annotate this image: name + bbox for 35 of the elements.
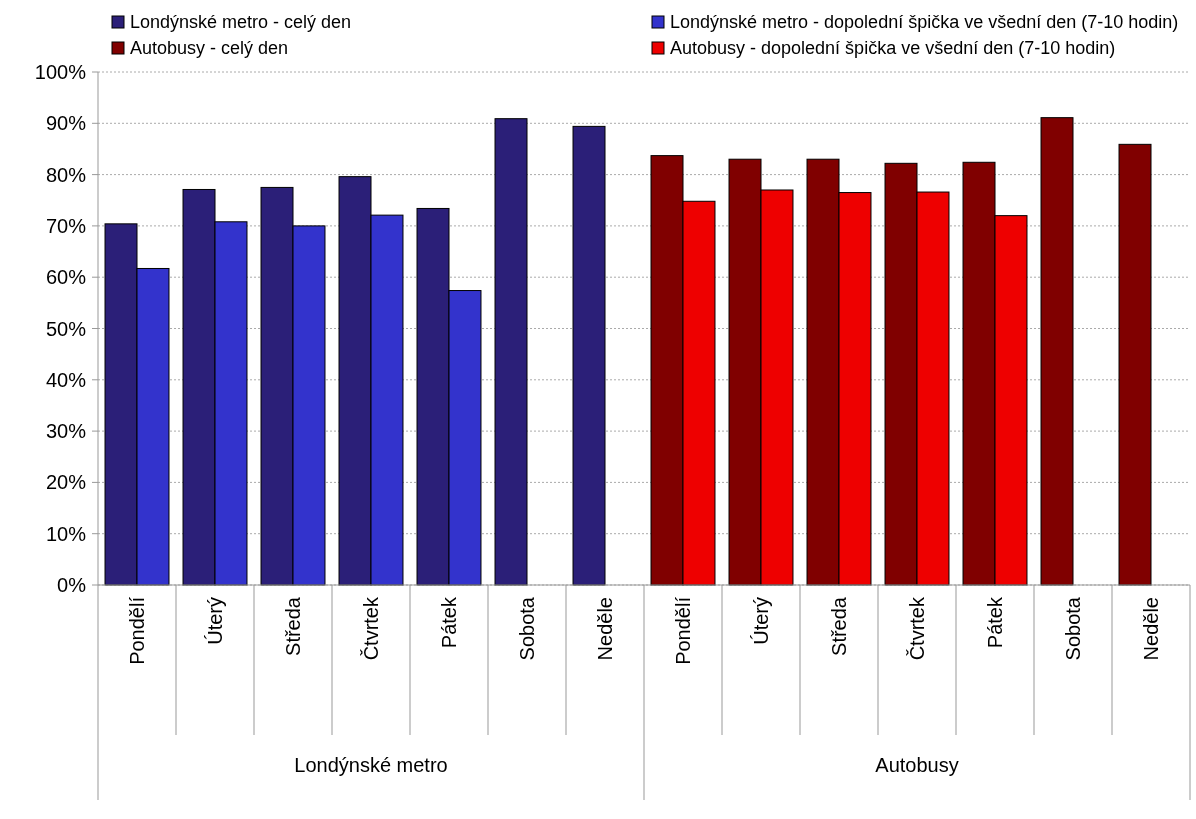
y-tick-label: 100%	[34, 61, 87, 83]
y-tick-label: 40%	[45, 368, 87, 391]
x-tick-label: Sobota	[1062, 596, 1084, 661]
x-tick-label: Čtvrtek	[906, 596, 928, 661]
bar	[1118, 143, 1152, 586]
x-tick-label: Úterý	[204, 597, 226, 645]
legend-label: Londýnské metro - celý den	[130, 12, 352, 33]
y-tick-label: 90%	[45, 112, 87, 135]
x-tick-label: Pondělí	[126, 596, 148, 665]
bar	[1040, 117, 1074, 586]
y-tick-label: 0%	[57, 574, 87, 596]
bar	[494, 118, 528, 586]
legend-label: Autobusy - celý den	[130, 38, 289, 59]
x-tick-label: Čtvrtek	[360, 596, 382, 661]
y-tick-label: 50%	[45, 317, 87, 340]
y-tick-label: 70%	[45, 214, 87, 237]
x-tick-label: Středa	[282, 596, 304, 656]
legend-label: Londýnské metro - dopolední špička ve všední den (7-10 hodin)	[670, 12, 1179, 33]
y-tick-label: 60%	[45, 266, 87, 289]
x-tick-label: Neděle	[1140, 597, 1162, 661]
bar	[572, 125, 606, 586]
y-tick-label: 80%	[45, 163, 87, 186]
x-tick-label: Sobota	[516, 596, 538, 661]
text: Londýnské metro	[294, 754, 448, 776]
x-tick-label: Pátek	[438, 596, 460, 649]
text: Autobusy	[875, 754, 959, 776]
y-tick-label: 30%	[45, 420, 87, 443]
x-tick-label: Středa	[828, 596, 850, 656]
x-tick-label: Úterý	[750, 597, 772, 645]
x-tick-label: Pondělí	[672, 596, 694, 665]
x-tick-label: Pátek	[984, 596, 1006, 649]
x-tick-label: Neděle	[594, 597, 616, 661]
y-tick-label: 20%	[45, 471, 87, 494]
legend-label: Autobusy - dopolední špička ve všední den (7-10 hodin)	[670, 38, 1116, 59]
y-tick-label: 10%	[45, 522, 87, 545]
